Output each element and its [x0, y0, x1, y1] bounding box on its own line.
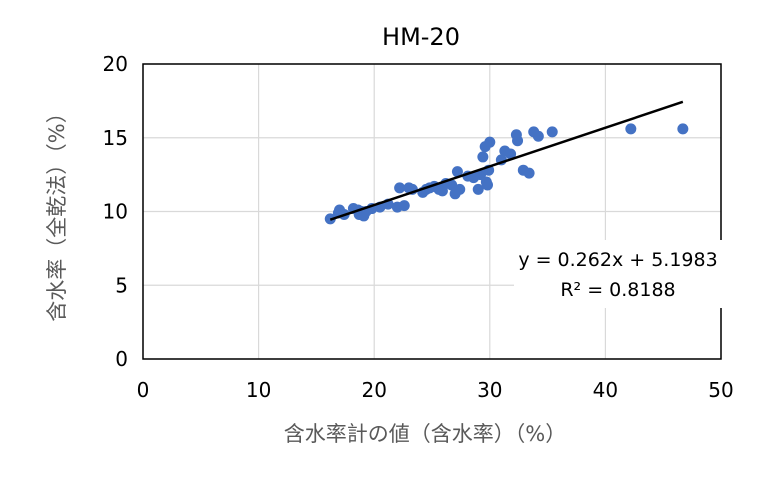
- trendline-r-squared: R² = 0.8188: [560, 279, 675, 301]
- data-point: [394, 182, 406, 194]
- x-axis-ticks: 0 10 20 30 40 50: [137, 378, 734, 402]
- x-tick-label: 50: [708, 378, 733, 402]
- y-axis-ticks: 0 5 10 15 20: [103, 52, 128, 371]
- data-point: [677, 123, 689, 135]
- x-tick-label: 0: [137, 378, 150, 402]
- data-point: [523, 167, 535, 179]
- data-point: [475, 169, 487, 181]
- equation-background: [514, 240, 722, 308]
- x-tick-label: 10: [246, 378, 271, 402]
- y-tick-label: 5: [115, 273, 128, 297]
- linear-trendline: [329, 100, 684, 221]
- data-point: [532, 130, 544, 142]
- y-tick-label: 20: [103, 52, 128, 76]
- data-points: [324, 123, 689, 225]
- data-point: [625, 123, 637, 135]
- data-point: [505, 148, 517, 160]
- trendline-equation: y = 0.262x + 5.1983: [518, 249, 717, 271]
- data-point: [451, 166, 463, 178]
- data-point: [398, 200, 410, 212]
- data-point: [446, 179, 458, 191]
- data-point: [484, 136, 496, 148]
- x-axis-label: 含水率計の値（含水率）（%）: [284, 422, 566, 446]
- data-point: [481, 179, 493, 191]
- y-tick-label: 15: [103, 126, 128, 150]
- y-axis-label: 含水率（全乾法）（%）: [45, 102, 69, 321]
- y-tick-label: 0: [115, 347, 128, 371]
- data-point: [454, 183, 466, 195]
- chart-title: HM-20: [382, 23, 460, 51]
- data-point: [512, 135, 524, 147]
- y-tick-label: 10: [103, 200, 128, 224]
- x-tick-label: 30: [477, 378, 502, 402]
- x-tick-label: 40: [593, 378, 618, 402]
- data-point: [546, 126, 558, 138]
- plot-area-border: [142, 63, 722, 360]
- x-tick-label: 20: [361, 378, 386, 402]
- data-point: [477, 151, 489, 163]
- data-point: [472, 183, 484, 195]
